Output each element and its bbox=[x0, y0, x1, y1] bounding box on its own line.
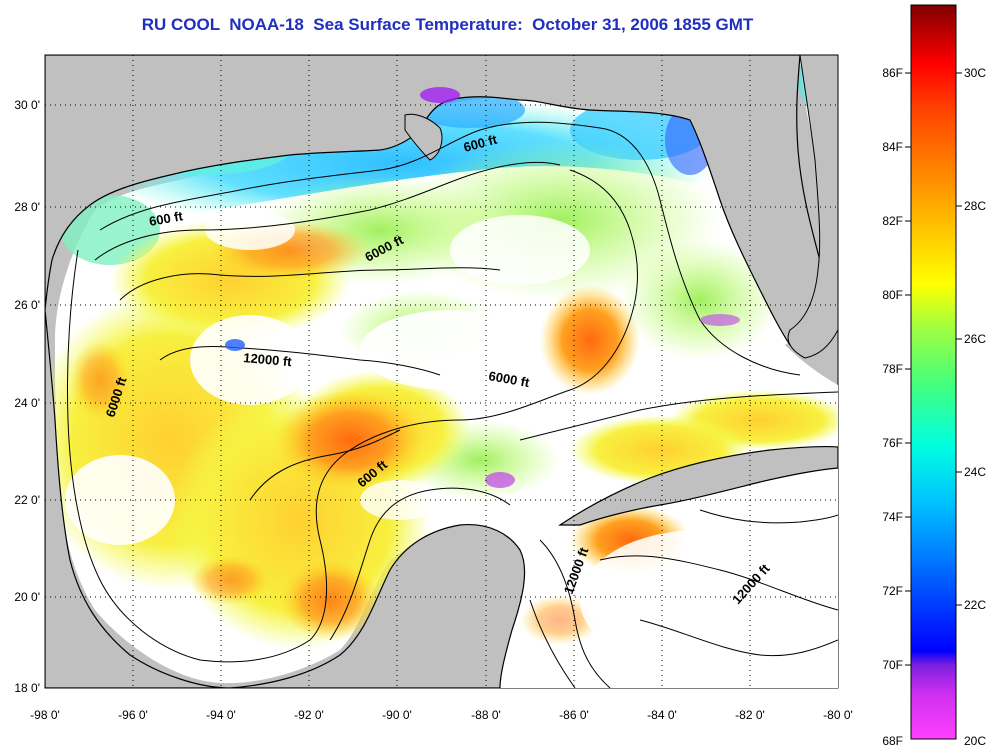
lon-tick-label: -88 0' bbox=[471, 708, 501, 722]
lon-tick-label: -80 0' bbox=[823, 708, 853, 722]
colorbar-ticks bbox=[905, 72, 962, 666]
lat-tick-label: 28 0' bbox=[14, 200, 40, 214]
lon-tick-label: -84 0' bbox=[647, 708, 677, 722]
lat-tick-label: 24 0' bbox=[14, 396, 40, 410]
map-title: RU COOL NOAA-18 Sea Surface Temperature:… bbox=[141, 15, 754, 34]
lon-tick-label: -94 0' bbox=[206, 708, 236, 722]
lon-tick-label: -90 0' bbox=[382, 708, 412, 722]
lon-tick-label: -98 0' bbox=[30, 708, 60, 722]
lat-tick-label: 18 0' bbox=[14, 681, 40, 695]
colorbar-c-label: 20C bbox=[964, 734, 986, 748]
lon-tick-label: -86 0' bbox=[559, 708, 589, 722]
colorbar-f-label: 78F bbox=[882, 362, 903, 376]
bathymetry-contours bbox=[67, 121, 838, 688]
colorbar-c-label: 24C bbox=[964, 465, 986, 479]
sst-field bbox=[45, 55, 838, 688]
contour-label: 600 ft bbox=[148, 208, 185, 229]
colorbar-c-label: 26C bbox=[964, 332, 986, 346]
colorbar bbox=[910, 4, 957, 740]
colorbar-f-label: 72F bbox=[882, 584, 903, 598]
colorbar-f-label: 70F bbox=[882, 658, 903, 672]
colorbar-c-label: 28C bbox=[964, 199, 986, 213]
contour-label: 12000 ft bbox=[243, 350, 293, 369]
colorbar-f-label: 76F bbox=[882, 436, 903, 450]
mexico-land bbox=[45, 309, 231, 688]
cuba-land bbox=[558, 446, 838, 526]
colorbar-f-label: 68F bbox=[882, 734, 903, 748]
lon-tick-label: -92 0' bbox=[294, 708, 324, 722]
colorbar-f-label: 86F bbox=[882, 66, 903, 80]
colorbar-f-label: 82F bbox=[882, 214, 903, 228]
colorbar-c-label: 22C bbox=[964, 598, 986, 612]
colorbar-c-label: 30C bbox=[964, 66, 986, 80]
colorbar-f-label: 74F bbox=[882, 510, 903, 524]
lat-tick-label: 26 0' bbox=[14, 298, 40, 312]
colorbar-f-label: 84F bbox=[882, 140, 903, 154]
lat-tick-label: 22 0' bbox=[14, 493, 40, 507]
colorbar-f-label: 80F bbox=[882, 288, 903, 302]
contour-label: 6000 ft bbox=[487, 368, 531, 390]
lon-tick-label: -96 0' bbox=[118, 708, 148, 722]
lat-tick-label: 30 0' bbox=[14, 98, 40, 112]
graticule bbox=[45, 55, 838, 688]
yucatan-land bbox=[229, 523, 526, 688]
lat-tick-label: 20 0' bbox=[14, 590, 40, 604]
lon-tick-label: -82 0' bbox=[735, 708, 765, 722]
